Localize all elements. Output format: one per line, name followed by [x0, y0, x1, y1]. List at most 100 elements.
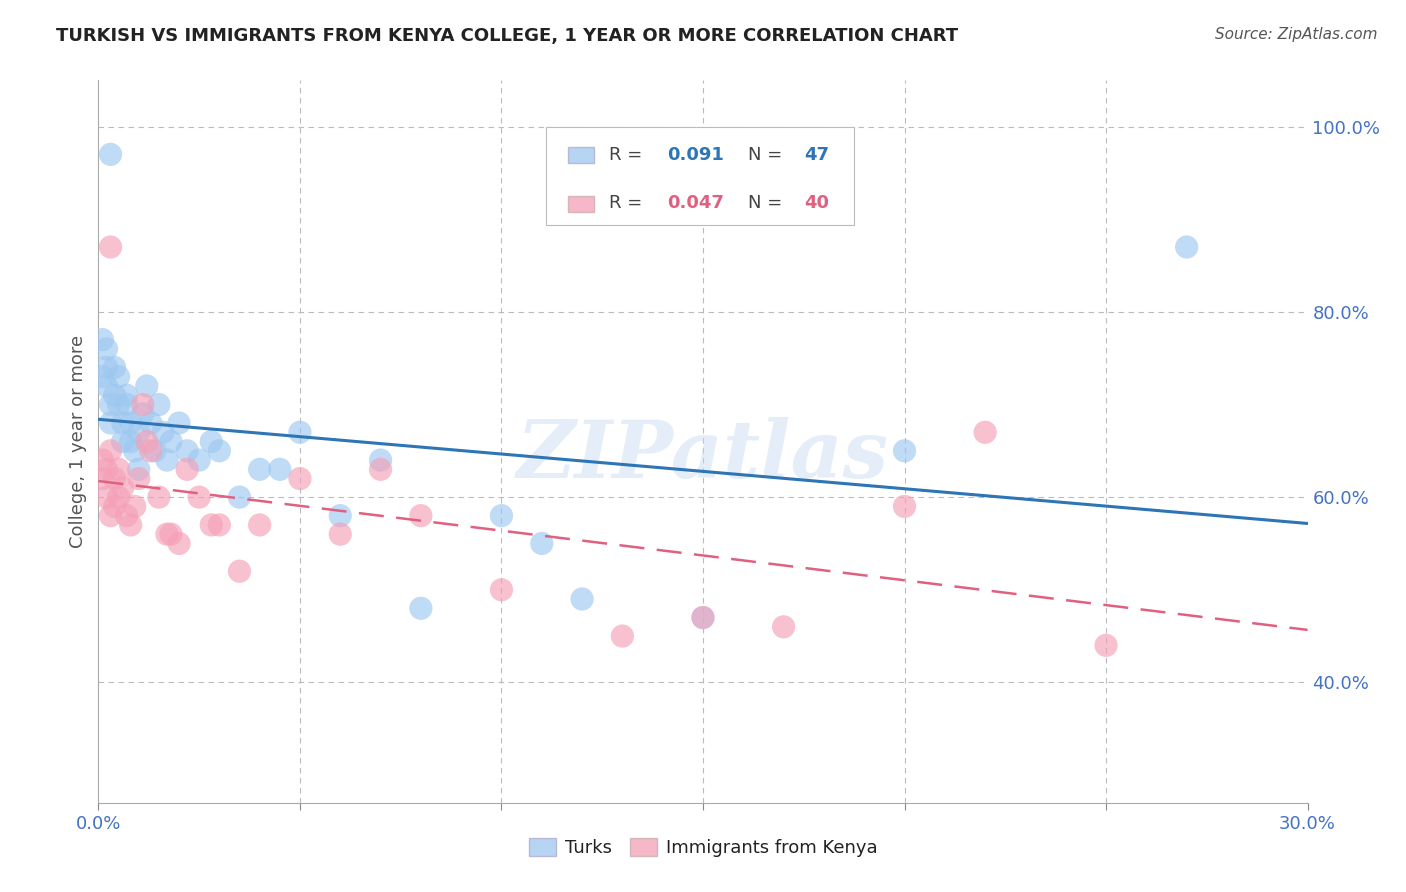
Point	[249, 517, 271, 532]
Point	[135, 434, 157, 449]
Point	[91, 472, 114, 486]
Point	[120, 434, 142, 449]
Point	[692, 610, 714, 624]
Point	[100, 397, 122, 411]
Point	[612, 629, 634, 643]
Point	[115, 397, 138, 411]
Text: TURKISH VS IMMIGRANTS FROM KENYA COLLEGE, 1 YEAR OR MORE CORRELATION CHART: TURKISH VS IMMIGRANTS FROM KENYA COLLEGE…	[56, 27, 959, 45]
Point	[143, 443, 166, 458]
Point	[288, 472, 311, 486]
Point	[1175, 240, 1198, 254]
Point	[132, 407, 155, 421]
Point	[176, 443, 198, 458]
Legend: Turks, Immigrants from Kenya: Turks, Immigrants from Kenya	[520, 829, 886, 866]
Text: R =: R =	[609, 145, 648, 163]
Text: 40: 40	[804, 194, 830, 212]
Point	[111, 481, 134, 495]
Point	[329, 527, 352, 541]
Point	[100, 443, 122, 458]
Point	[288, 425, 311, 440]
Point	[100, 240, 122, 254]
Text: R =: R =	[609, 194, 648, 212]
Point	[96, 462, 118, 476]
Point	[188, 453, 211, 467]
Point	[148, 490, 170, 504]
Text: 47: 47	[804, 145, 830, 163]
Point	[128, 462, 150, 476]
Point	[893, 500, 915, 514]
Point	[128, 472, 150, 486]
Point	[100, 416, 122, 430]
Point	[571, 592, 593, 607]
Point	[139, 443, 162, 458]
Point	[167, 416, 190, 430]
Point	[249, 462, 271, 476]
Point	[135, 379, 157, 393]
Point	[100, 508, 122, 523]
Point	[160, 527, 183, 541]
Point	[111, 416, 134, 430]
Point	[107, 462, 129, 476]
Point	[156, 453, 179, 467]
Point	[132, 397, 155, 411]
Point	[530, 536, 553, 550]
Point	[100, 147, 122, 161]
Point	[103, 388, 125, 402]
Point	[208, 443, 231, 458]
Point	[692, 610, 714, 624]
Point	[107, 369, 129, 384]
FancyBboxPatch shape	[546, 128, 855, 225]
Point	[200, 517, 222, 532]
Point	[176, 462, 198, 476]
Point	[96, 360, 118, 375]
Text: N =: N =	[748, 194, 787, 212]
Point	[370, 453, 392, 467]
Point	[124, 500, 146, 514]
Point	[409, 601, 432, 615]
FancyBboxPatch shape	[568, 196, 595, 212]
Point	[115, 508, 138, 523]
Text: ZIPatlas: ZIPatlas	[517, 417, 889, 495]
Point	[152, 425, 174, 440]
Point	[128, 425, 150, 440]
Point	[120, 517, 142, 532]
Point	[208, 517, 231, 532]
Point	[103, 360, 125, 375]
Point	[491, 508, 513, 523]
Point	[893, 443, 915, 458]
Point	[772, 620, 794, 634]
Point	[228, 564, 250, 578]
Point	[103, 500, 125, 514]
Point	[156, 527, 179, 541]
Point	[107, 397, 129, 411]
Text: 0.091: 0.091	[666, 145, 724, 163]
Point	[329, 508, 352, 523]
Point	[107, 490, 129, 504]
Point	[974, 425, 997, 440]
Point	[111, 434, 134, 449]
Point	[167, 536, 190, 550]
Point	[228, 490, 250, 504]
Point	[160, 434, 183, 449]
Point	[124, 443, 146, 458]
Y-axis label: College, 1 year or more: College, 1 year or more	[69, 335, 87, 548]
Text: N =: N =	[748, 145, 787, 163]
Text: 0.047: 0.047	[666, 194, 724, 212]
Point	[1095, 638, 1118, 652]
Point	[96, 342, 118, 356]
Point	[200, 434, 222, 449]
Point	[96, 379, 118, 393]
Point	[491, 582, 513, 597]
Point	[139, 416, 162, 430]
FancyBboxPatch shape	[568, 147, 595, 163]
Point	[103, 472, 125, 486]
Point	[91, 369, 114, 384]
Point	[148, 397, 170, 411]
Point	[91, 453, 114, 467]
Point	[115, 388, 138, 402]
Point	[269, 462, 291, 476]
Text: Source: ZipAtlas.com: Source: ZipAtlas.com	[1215, 27, 1378, 42]
Point	[370, 462, 392, 476]
Point	[96, 490, 118, 504]
Point	[188, 490, 211, 504]
